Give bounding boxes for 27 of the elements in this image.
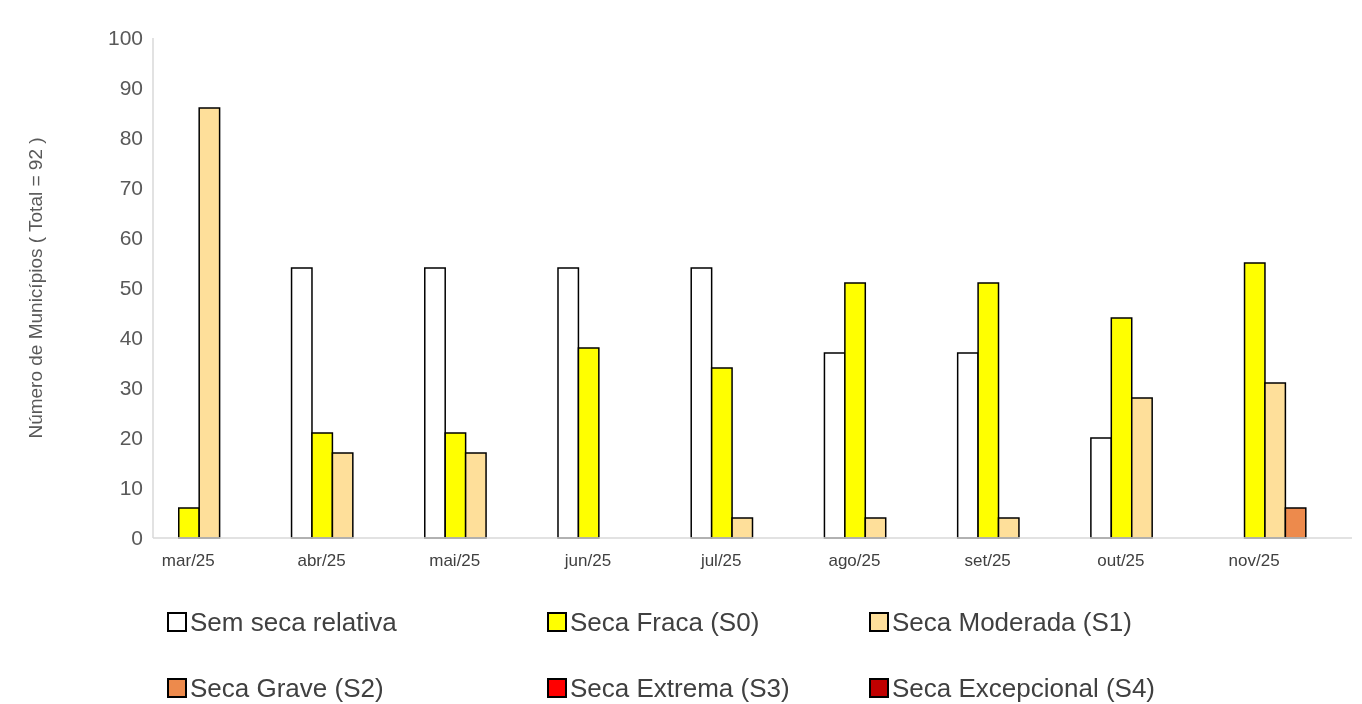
y-tick-label: 30 xyxy=(119,376,143,400)
y-tick-label: 40 xyxy=(119,326,143,350)
x-tick-label: mar/25 xyxy=(161,551,215,570)
legend-label: Seca Grave (S2) xyxy=(190,673,384,704)
x-tick-label: out/25 xyxy=(1097,551,1145,570)
y-tick-label: 10 xyxy=(119,476,143,500)
x-tick-label: abr/25 xyxy=(297,551,346,570)
x-tick-label: set/25 xyxy=(964,551,1011,570)
y-tick-label: 20 xyxy=(119,426,143,450)
legend-label: Seca Extrema (S3) xyxy=(570,673,790,704)
y-tick-label: 100 xyxy=(107,26,143,50)
x-tick-label: mai/25 xyxy=(429,551,481,570)
y-axis-title: Número de Municípios ( Total = 92 ) xyxy=(25,137,46,439)
y-tick-label: 50 xyxy=(119,276,143,300)
legend-label: Seca Fraca (S0) xyxy=(570,607,760,638)
legend-label: Seca Excepcional (S4) xyxy=(892,673,1156,704)
x-tick-label: ago/25 xyxy=(828,551,881,570)
y-tick-label: 80 xyxy=(119,126,143,150)
y-tick-label: 70 xyxy=(119,176,143,200)
x-tick-label: jun/25 xyxy=(563,551,612,570)
legend-label: Seca Moderada (S1) xyxy=(892,607,1132,638)
x-tick-label: jul/25 xyxy=(699,551,742,570)
x-tick-label: nov/25 xyxy=(1228,551,1280,570)
y-tick-label: 60 xyxy=(119,226,143,250)
y-tick-label: 90 xyxy=(119,76,143,100)
legend-label: Sem seca relativa xyxy=(190,607,398,638)
y-tick-label: 0 xyxy=(131,526,143,550)
